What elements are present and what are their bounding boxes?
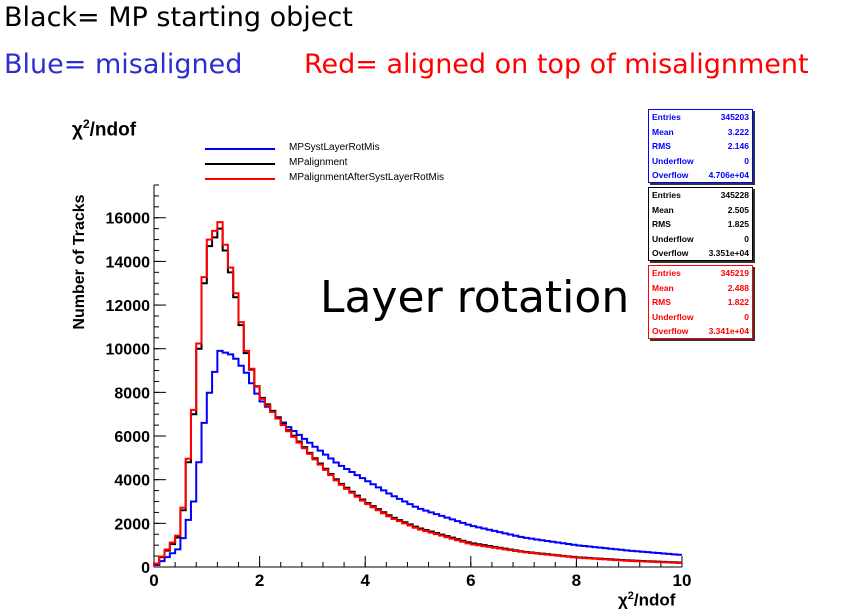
stats-label: RMS [652,141,671,152]
y-tick-label: 0 [141,560,150,577]
stats-value: 345228 [720,190,749,200]
x-tick-label: 4 [360,571,370,590]
stats-value: 3.222 [727,126,749,137]
stats-value: 0 [744,155,749,166]
stats-row-underflow: Underflow 0 [649,310,752,325]
stats-row-underflow: Underflow 0 [649,154,752,169]
stats-row-underflow: Underflow 0 [649,232,752,247]
y-tick-label: 12000 [106,298,151,315]
stats-row-mean: Mean 2.488 [649,281,752,296]
stats-label: Entries [652,190,681,200]
stats-label: Mean [652,126,674,137]
stats-value: 0 [744,233,749,244]
stats-label: Overflow [652,326,689,337]
x-tick-label: 6 [466,571,475,590]
stats-value: 3.351e+04 [708,248,749,259]
header-black-note: Black= MP starting object [4,2,353,33]
stats-row-rms: RMS 1.822 [649,295,752,310]
stats-row-entries: Entries 345219 [649,266,752,281]
stats-label: Entries [652,112,681,122]
stats-label: Mean [652,282,674,293]
y-tick-label: 6000 [114,429,150,446]
legend-label: MPSystLayerRotMis [289,142,380,153]
y-tick-label: 16000 [106,211,151,228]
stats-label: Mean [652,204,674,215]
stats-value: 1.822 [727,297,749,308]
y-tick-label: 14000 [106,254,151,271]
stats-box: Entries 345219 Mean 2.488 RMS 1.822 Underflow 0… [648,265,753,339]
stats-box: Entries 345203 Mean 3.222 RMS 2.146 Underflow 0… [648,109,753,183]
stats-row-overflow: Overflow 4.706e+04 [649,168,752,183]
stats-value: 4.706e+04 [708,170,749,181]
stats-label: RMS [652,219,671,230]
legend-swatch [205,148,275,150]
header-red-note: Red= aligned on top of misalignment [304,49,809,80]
y-tick-label: 4000 [114,473,150,490]
stats-label: Overflow [652,170,689,181]
x-tick-label: 8 [572,571,581,590]
x-tick-label: 10 [673,571,692,590]
stats-value: 2.146 [727,141,749,152]
stats-label: Underflow [652,311,694,322]
stats-box: Entries 345228 Mean 2.505 RMS 1.825 Underflow 0… [648,187,753,261]
stats-row-overflow: Overflow 3.341e+04 [649,324,752,339]
legend-label: MPalignment [289,157,348,168]
y-tick-label: 10000 [106,342,151,359]
y-tick-label: 2000 [114,516,150,533]
stats-label: Entries [652,268,681,278]
series-MPalignmentAfterSystLayerRotMis [153,221,682,567]
stats-row-rms: RMS 2.146 [649,139,752,154]
stats-label: Underflow [652,233,694,244]
stats-value: 0 [744,311,749,322]
y-tick-label: 8000 [114,385,150,402]
stats-row-overflow: Overflow 3.351e+04 [649,246,752,261]
stats-value: 3.341e+04 [708,326,749,337]
legend-swatch [205,178,275,180]
stats-row-mean: Mean 3.222 [649,125,752,140]
header-blue-note: Blue= misaligned [4,49,243,80]
stats-row-rms: RMS 1.825 [649,217,752,232]
series-MPSystLayerRotMis [153,349,682,567]
layer-rotation-annotation: Layer rotation [320,272,630,323]
stats-row-mean: Mean 2.505 [649,203,752,218]
stats-label: RMS [652,297,671,308]
x-tick-label: 0 [149,571,158,590]
legend-label: MPalignmentAfterSystLayerRotMis [289,172,445,183]
stats-value: 345219 [720,268,749,278]
stats-value: 2.505 [727,204,749,215]
x-tick-label: 2 [255,571,264,590]
stats-value: 1.825 [727,219,749,230]
stats-value: 345203 [720,112,749,122]
x-axis-title: χ2/ndof [618,590,676,610]
stats-label: Underflow [652,155,694,166]
legend-swatch [205,163,275,165]
stats-row-entries: Entries 345203 [649,110,752,125]
plot-title: χ2/ndof [72,117,137,141]
stats-value: 2.488 [727,282,749,293]
stats-label: Overflow [652,248,689,259]
stats-row-entries: Entries 345228 [649,188,752,203]
